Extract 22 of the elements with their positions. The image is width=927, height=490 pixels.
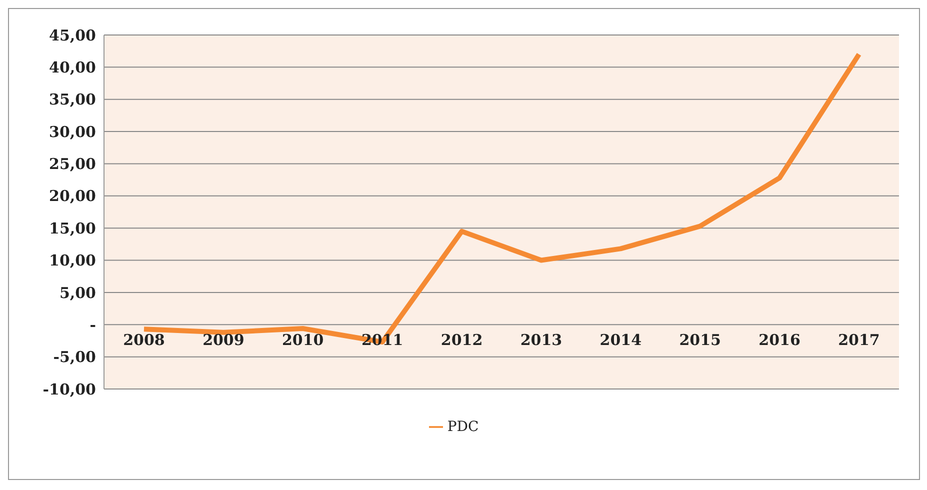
y-tick-label: - xyxy=(90,316,96,334)
x-tick-label: 2010 xyxy=(282,331,324,349)
x-tick-label: 2016 xyxy=(758,331,800,349)
x-tick-label: 2012 xyxy=(440,331,483,349)
x-tick-label: 2013 xyxy=(520,331,562,349)
x-tick-label: 2008 xyxy=(123,331,165,349)
x-tick-label: 2017 xyxy=(838,331,880,349)
y-tick-label: -10,00 xyxy=(42,380,96,398)
y-tick-label: 40,00 xyxy=(49,58,96,77)
y-tick-label: 20,00 xyxy=(49,187,96,206)
y-tick-label: 5,00 xyxy=(59,284,96,302)
y-tick-label: 15,00 xyxy=(49,219,96,238)
y-tick-label: 25,00 xyxy=(49,155,96,174)
y-tick-label: 10,00 xyxy=(49,252,96,270)
y-tick-label: -5,00 xyxy=(53,348,96,366)
y-tick-label: 45,00 xyxy=(49,26,96,44)
x-tick-label: 2015 xyxy=(679,331,721,349)
x-tick-label: 2014 xyxy=(600,331,642,349)
y-tick-label: 30,00 xyxy=(49,122,96,141)
x-tick-label: 2009 xyxy=(202,331,244,349)
legend-label: PDC xyxy=(447,419,479,435)
y-tick-label: 35,00 xyxy=(49,90,96,109)
